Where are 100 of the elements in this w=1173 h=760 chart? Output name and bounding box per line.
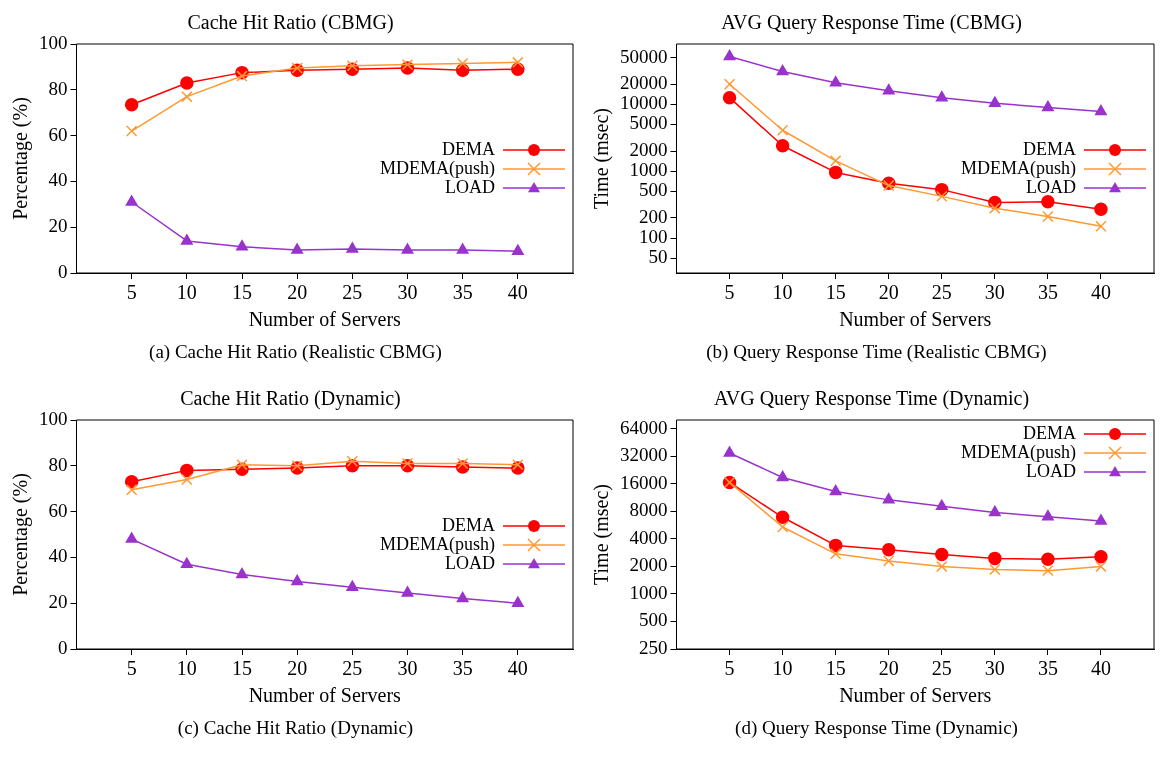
point	[935, 499, 948, 511]
chart-title: AVG Query Response Time (CBMG)	[721, 11, 1022, 35]
point	[829, 76, 842, 87]
y-axis-title: Time (msec)	[590, 484, 614, 585]
y-tick-label: 500	[639, 609, 668, 631]
point	[346, 455, 359, 467]
point	[828, 538, 843, 553]
point	[346, 60, 359, 72]
point	[935, 90, 948, 102]
y-axis-title: Time (msec)	[590, 108, 614, 209]
y-tick-label: 200	[639, 205, 668, 227]
point	[723, 78, 736, 90]
y-tick-label: 80	[48, 453, 68, 475]
point	[988, 96, 1001, 107]
point	[1041, 100, 1054, 112]
point	[181, 90, 193, 103]
x-tick-label: 20	[878, 281, 899, 304]
x-tick-label: 10	[772, 281, 793, 304]
x-tick-label: 20	[287, 657, 308, 680]
legend-label: DEMA	[442, 138, 495, 159]
point	[236, 567, 248, 579]
point	[512, 56, 524, 69]
y-tick-label: 1000	[629, 159, 668, 181]
x-tick-label: 25	[342, 657, 363, 680]
x-tick-label: 20	[287, 281, 308, 304]
point	[883, 555, 895, 567]
x-tick-label: 35	[1037, 657, 1058, 680]
x-tick-label: 15	[232, 657, 252, 680]
x-axis-title: Number of Servers	[248, 308, 402, 331]
legend-label: DEMA	[1023, 138, 1076, 159]
point	[124, 475, 139, 489]
y-tick-label: 0	[58, 636, 68, 658]
x-tick-label: 10	[772, 657, 793, 680]
x-tick-label: 40	[1090, 281, 1111, 304]
point	[401, 243, 414, 254]
chart-title: Cache Hit Ratio (Dynamic)	[180, 387, 401, 411]
point	[1042, 564, 1054, 577]
y-tick-label: 32000	[620, 444, 668, 466]
point	[989, 563, 1001, 576]
y-axis-title: Percentage (%)	[9, 97, 33, 220]
x-axis-title: Number of Servers	[839, 308, 992, 331]
point	[180, 463, 194, 478]
x-axis-title: Number of Servers	[248, 684, 402, 707]
point	[722, 90, 737, 105]
y-tick-label: 0	[58, 260, 68, 282]
point	[456, 57, 469, 70]
x-tick-label: 25	[342, 281, 363, 304]
x-tick-label: 30	[397, 657, 418, 680]
point	[1041, 509, 1054, 521]
x-tick-label: 35	[452, 657, 473, 680]
y-axis-title: Percentage (%)	[9, 473, 33, 596]
point	[401, 586, 414, 597]
point	[775, 510, 790, 525]
point	[776, 470, 789, 482]
y-tick-label: 10000	[620, 92, 668, 114]
point	[180, 234, 193, 245]
y-tick-label: 2000	[629, 554, 668, 576]
point	[181, 473, 193, 486]
x-tick-label: 25	[931, 657, 952, 680]
point	[291, 574, 304, 586]
point	[829, 548, 842, 560]
x-tick-label: 40	[507, 657, 528, 680]
y-tick-label: 1000	[629, 581, 668, 603]
point	[882, 493, 895, 504]
point	[935, 547, 949, 562]
chart-title: Cache Hit Ratio (CBMG)	[187, 11, 394, 35]
point	[1094, 202, 1108, 216]
x-tick-label: 5	[126, 657, 137, 680]
x-tick-label: 5	[126, 281, 137, 304]
point	[180, 76, 194, 90]
point	[829, 155, 842, 167]
x-tick-label: 30	[397, 281, 418, 304]
y-tick-label: 80	[48, 77, 68, 99]
point	[881, 542, 896, 557]
text: (c) Cache Hit Ratio (Dynamic)	[176, 717, 415, 739]
point	[125, 195, 138, 206]
point	[456, 243, 469, 254]
x-tick-label: 15	[232, 281, 252, 304]
y-tick-label: 40	[48, 169, 68, 191]
text: (a) Cache Hit Ratio (Realistic CBMG)	[148, 341, 443, 363]
x-tick-label: 20	[878, 657, 899, 680]
point	[291, 243, 304, 254]
point	[512, 458, 524, 471]
point	[1094, 550, 1108, 564]
x-tick-label: 35	[1037, 281, 1058, 304]
x-tick-label: 40	[1090, 657, 1111, 680]
legend-label: MDEMA(push)	[961, 441, 1076, 463]
y-tick-label: 20000	[620, 72, 668, 94]
y-tick-label: 64000	[620, 416, 668, 438]
point	[456, 457, 469, 470]
y-tick-label: 60	[48, 499, 68, 521]
y-tick-label: 8000	[629, 499, 668, 521]
x-tick-label: 15	[825, 281, 846, 304]
point	[180, 557, 193, 569]
legend-label: DEMA	[442, 514, 495, 535]
y-tick-label: 16000	[620, 471, 668, 493]
x-tick-label: 25	[931, 281, 952, 304]
point	[882, 83, 895, 95]
x-tick-label: 35	[452, 281, 473, 304]
y-tick-label: 50000	[620, 45, 668, 67]
